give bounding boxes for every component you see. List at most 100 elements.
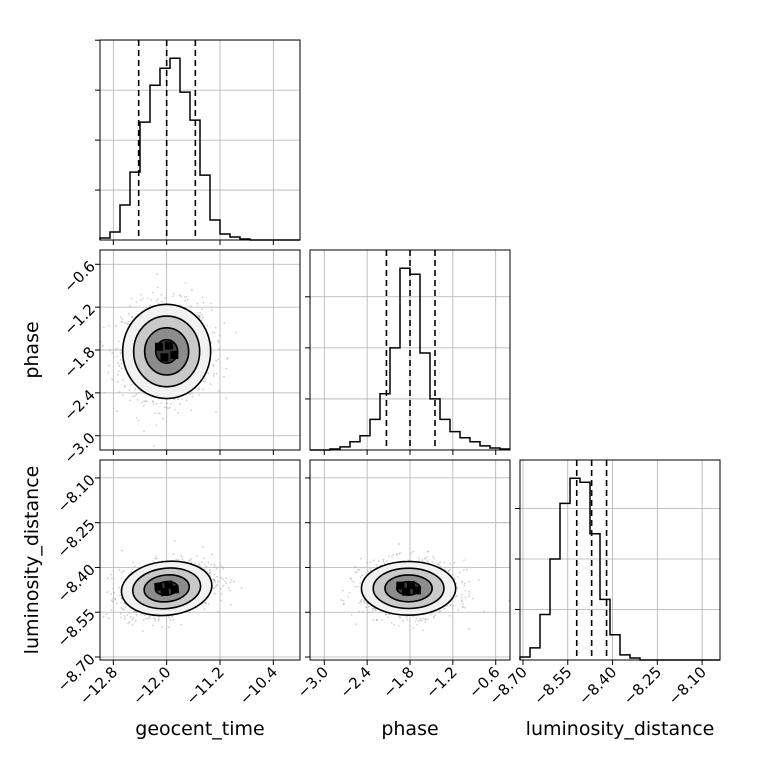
sample-point	[348, 591, 351, 594]
sample-point	[102, 344, 104, 347]
sample-point	[456, 587, 459, 589]
sample-point	[178, 294, 181, 297]
sample-point	[134, 388, 137, 390]
sample-point	[184, 300, 187, 302]
sample-point	[185, 399, 188, 402]
sample-point	[130, 297, 133, 300]
sample-point	[206, 324, 209, 327]
sample-point	[154, 618, 156, 620]
sample-point	[134, 610, 137, 613]
contour-line	[395, 580, 422, 596]
histogram-bin	[370, 419, 380, 450]
sample-point	[137, 419, 140, 422]
sample-point	[471, 597, 474, 600]
sample-point	[194, 562, 197, 565]
sample-point	[368, 611, 370, 614]
sample-point	[213, 332, 216, 334]
sample-point	[382, 558, 385, 561]
sample-point	[398, 552, 401, 555]
sample-point	[456, 595, 458, 598]
sample-point	[235, 331, 238, 334]
sample-point	[119, 316, 122, 318]
sample-point	[128, 389, 131, 392]
sample-point	[139, 299, 142, 302]
sample-point	[116, 355, 119, 358]
sample-point	[220, 593, 223, 595]
sample-point	[112, 597, 115, 599]
sample-point	[148, 617, 151, 619]
sample-point	[118, 568, 121, 571]
sample-point	[353, 581, 355, 584]
x-tick-label-phase: −1.8	[379, 663, 417, 701]
sample-point	[212, 363, 215, 366]
sample-point	[460, 599, 463, 601]
sample-point	[102, 615, 105, 618]
sample-point	[208, 572, 211, 575]
sample-point	[190, 305, 193, 308]
sample-point	[188, 559, 190, 562]
sample-point	[163, 406, 166, 409]
sample-point	[427, 550, 429, 552]
sample-point	[448, 614, 451, 617]
joint-density	[100, 540, 243, 633]
sample-point	[426, 560, 429, 563]
sample-point	[367, 570, 369, 572]
panel-frame	[519, 459, 721, 661]
density-core-cell	[412, 586, 421, 595]
sample-point	[464, 596, 467, 599]
x-tick-label-geocent-time: −11.2	[183, 663, 228, 708]
sample-point	[143, 404, 145, 407]
sample-point	[437, 563, 439, 566]
sample-point	[463, 582, 466, 585]
sample-point	[135, 611, 138, 614]
y-axis-label-luminosity-distance: luminosity_distance	[21, 466, 43, 655]
histogram-bin	[470, 442, 480, 450]
sample-point	[121, 608, 124, 610]
x-tick-label-geocent-time: −10.4	[236, 663, 281, 708]
sample-point	[171, 615, 174, 618]
sample-point	[129, 571, 132, 573]
sample-point	[457, 576, 460, 578]
sample-point	[156, 286, 159, 289]
sample-point	[118, 340, 120, 343]
sample-point	[179, 403, 181, 406]
sample-point	[103, 326, 105, 329]
sample-point	[132, 561, 134, 564]
sample-point	[185, 295, 188, 298]
y-tick-label-luminosity-distance: −8.40	[54, 561, 99, 606]
sample-point	[135, 393, 138, 396]
x-tick-label-phase: −2.4	[336, 663, 374, 701]
sample-point	[113, 591, 116, 594]
sample-point	[111, 600, 114, 603]
sample-point	[447, 570, 450, 573]
sample-point	[443, 561, 446, 564]
scatter-geocent-time-vs-phase-panel: −3.0 −2.4 −1.8 −1.2 −0.6	[60, 249, 301, 467]
sample-point	[217, 341, 220, 344]
sample-point	[154, 620, 157, 622]
sample-point	[375, 619, 378, 621]
sample-point	[468, 595, 471, 598]
sample-point	[129, 305, 131, 308]
sample-point	[109, 349, 111, 352]
sample-point	[225, 582, 228, 584]
sample-point	[233, 580, 235, 583]
sample-point	[143, 614, 146, 617]
sample-point	[201, 296, 204, 299]
sample-point	[419, 619, 422, 621]
sample-point	[412, 626, 415, 629]
sample-point	[426, 618, 429, 621]
sample-point	[123, 608, 125, 611]
sample-point	[209, 570, 212, 573]
sample-point	[214, 579, 216, 582]
sample-point	[225, 577, 228, 580]
sample-point	[372, 607, 375, 610]
sample-point	[157, 619, 160, 622]
sample-point	[134, 620, 137, 622]
sample-point	[215, 410, 218, 413]
sample-point	[122, 570, 125, 572]
sample-point	[196, 302, 199, 305]
sample-point	[412, 615, 414, 618]
sample-point	[376, 618, 378, 621]
sample-point	[138, 391, 140, 394]
sample-point	[354, 566, 357, 568]
